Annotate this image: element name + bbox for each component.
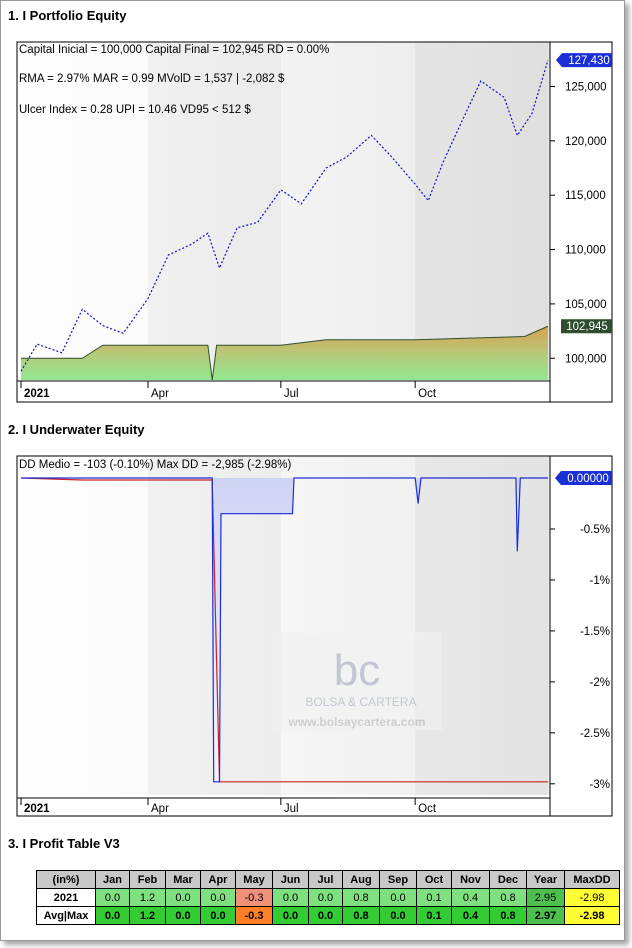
- profit-table-cell: -0.3: [235, 906, 273, 925]
- profit-table-cell: 2.97: [526, 906, 565, 925]
- profit-table-cell: 0.0: [272, 888, 309, 907]
- profit-table-cell: 0.4: [451, 888, 490, 907]
- watermark: bc BOLSA & CARTERA www.bolsaycartera.com: [272, 632, 442, 730]
- equity-y-tick-label: 125,000: [565, 81, 607, 93]
- profit-table-row: 2021 0.0 1.2 0.0 0.0 -0.3 0.0 0.0 0.8 0.0 0.1 0.4 0.…: [36, 888, 620, 907]
- section-title-underwater: 2. I Underwater Equity: [8, 422, 145, 437]
- underwater-chart-border: [16, 455, 613, 817]
- equity-y-tick-label: 100,000: [565, 353, 607, 365]
- equity-last-value-label: 127,430: [568, 55, 610, 67]
- profit-table-cell: 0.8: [489, 906, 527, 925]
- profit-table-cell: 0.4: [451, 906, 490, 925]
- profit-table-cell: 0.0: [95, 888, 130, 907]
- watermark-brand: BOLSA & CARTERA: [305, 695, 416, 709]
- profit-table-header-cell: Nov: [451, 870, 490, 889]
- section-title-profit-table: 3. I Profit Table V3: [8, 836, 120, 851]
- profit-table-cell: 0.0: [200, 888, 236, 907]
- equity-stats-line-3: Ulcer Index = 0.28 UPI = 10.46 VD95 < 51…: [19, 104, 251, 116]
- equity-chart-border: [16, 41, 613, 403]
- underwater-stats: DD Medio = -103 (-0.10%) Max DD = -2,985…: [19, 459, 291, 471]
- equity-quarter-band: [148, 43, 281, 380]
- equity-x-tick-label: Apr: [151, 388, 169, 400]
- underwater-y-tick-label: -0.5%: [580, 524, 610, 536]
- equity-x-tick-label: Oct: [418, 388, 437, 400]
- equity-y-tick-label: 115,000: [565, 190, 606, 202]
- profit-table-header: (in%) Jan Feb Mar Apr May Jun Jul Aug Sep Oct Nov De…: [36, 870, 620, 889]
- equity-final-value-badge: 102,945: [561, 319, 612, 334]
- profit-table-cell: 0.8: [342, 888, 380, 907]
- underwater-y-tick-label: -2%: [590, 677, 610, 689]
- watermark-logo: bc: [334, 646, 380, 695]
- profit-table-header-cell: Feb: [129, 870, 166, 889]
- equity-last-value-badge: 127,430: [556, 53, 612, 68]
- equity-quarter-band: [415, 43, 548, 380]
- equity-final-value-label: 102,945: [566, 321, 608, 333]
- equity-floor-line: [21, 325, 549, 381]
- equity-y-tick-label: 110,000: [565, 245, 606, 257]
- profit-table-cell: 2021: [36, 888, 96, 907]
- profit-table-row: Avg|Max 0.0 1.2 0.0 0.0 -0.3 0.0 0.0 0.8 0.0 0.1 0.…: [36, 906, 620, 925]
- profit-table-header-cell: MaxDD: [564, 870, 620, 889]
- underwater-quarter-band: [415, 457, 548, 795]
- equity-x-tick-label: Jul: [284, 388, 299, 400]
- profit-table-header-cell: Dec: [489, 870, 527, 889]
- equity-chart: 100,000 105,000 110,000 115,000 120,000 125,0…: [16, 41, 613, 403]
- profit-table-header-cell: Jan: [95, 870, 130, 889]
- equity-y-tick-label: 120,000: [565, 136, 607, 148]
- profit-table-header-cell: Apr: [200, 870, 236, 889]
- profit-table-cell: 0.1: [416, 888, 452, 907]
- profit-table-cell: 0.0: [308, 906, 343, 925]
- equity-y-tick-label: 105,000: [565, 299, 607, 311]
- underwater-current-label: 0.00000: [567, 473, 609, 485]
- profit-table-cell: 0.0: [165, 906, 201, 925]
- underwater-current-badge: 0.00000: [555, 471, 612, 485]
- profit-table-header-cell: Jun: [272, 870, 309, 889]
- equity-floor-area: [21, 326, 548, 380]
- underwater-y-tick-label: -3%: [590, 779, 610, 791]
- underwater-series-line: [21, 477, 548, 783]
- profit-table-cell: -2.98: [564, 906, 620, 925]
- profit-table-cell: Avg|Max: [36, 906, 96, 925]
- watermark-url: www.bolsaycartera.com: [288, 715, 426, 729]
- underwater-y-tick-label: -2.5%: [580, 728, 610, 740]
- profit-table-cell: 0.8: [342, 906, 380, 925]
- profit-table-header-cell: Mar: [165, 870, 201, 889]
- profit-table-cell: 0.0: [165, 888, 201, 907]
- profit-table-header-cell: Sep: [379, 870, 417, 889]
- equity-plot-area: [17, 42, 550, 380]
- section-title-equity: 1. I Portfolio Equity: [8, 8, 127, 23]
- underwater-x-tick-label: Apr: [151, 803, 169, 815]
- profit-table-cell: 0.0: [95, 906, 130, 925]
- equity-x-tick-label: 2021: [24, 388, 50, 400]
- profit-table-cell: 1.2: [129, 906, 166, 925]
- profit-table-header-cell: Aug: [342, 870, 380, 889]
- underwater-x-tick-label: Jul: [284, 803, 299, 815]
- equity-stats-line-1: Capital Inicial = 100,000 Capital Final …: [19, 44, 329, 56]
- profit-table-cell: -0.3: [235, 888, 273, 907]
- profit-table-header-cell: Year: [526, 870, 565, 889]
- profit-table-cell: 1.2: [129, 888, 166, 907]
- profit-table-cell: 0.8: [489, 888, 527, 907]
- profit-table: (in%) Jan Feb Mar Apr May Jun Jul Aug Sep Oct Nov De…: [36, 870, 620, 925]
- profit-table-cell: 0.0: [308, 888, 343, 907]
- profit-table-cell: 0.0: [272, 906, 309, 925]
- underwater-chart: bc BOLSA & CARTERA www.bolsaycartera.com…: [16, 455, 613, 817]
- profit-table-header-cell: May: [235, 870, 273, 889]
- profit-table-cell: 0.0: [379, 906, 417, 925]
- profit-table-cell: 0.0: [200, 906, 236, 925]
- equity-series-line: [20, 59, 549, 372]
- underwater-y-tick-label: -1.5%: [580, 626, 610, 638]
- underwater-x-tick-label: 2021: [24, 803, 50, 815]
- profit-table-cell: -2.98: [564, 888, 620, 907]
- profit-table-cell: 2.95: [526, 888, 565, 907]
- profit-table-header-cell: Oct: [416, 870, 452, 889]
- profit-table-cell: 0.1: [416, 906, 452, 925]
- underwater-y-tick-label: -1%: [590, 575, 610, 587]
- profit-table-cell: 0.0: [379, 888, 417, 907]
- underwater-x-tick-label: Oct: [418, 803, 437, 815]
- equity-stats-line-2: RMA = 2.97% MAR = 0.99 MVolD = 1,537 | -…: [19, 73, 285, 85]
- profit-table-header-cell: Jul: [308, 870, 343, 889]
- profit-table-header-cell: (in%): [36, 870, 96, 889]
